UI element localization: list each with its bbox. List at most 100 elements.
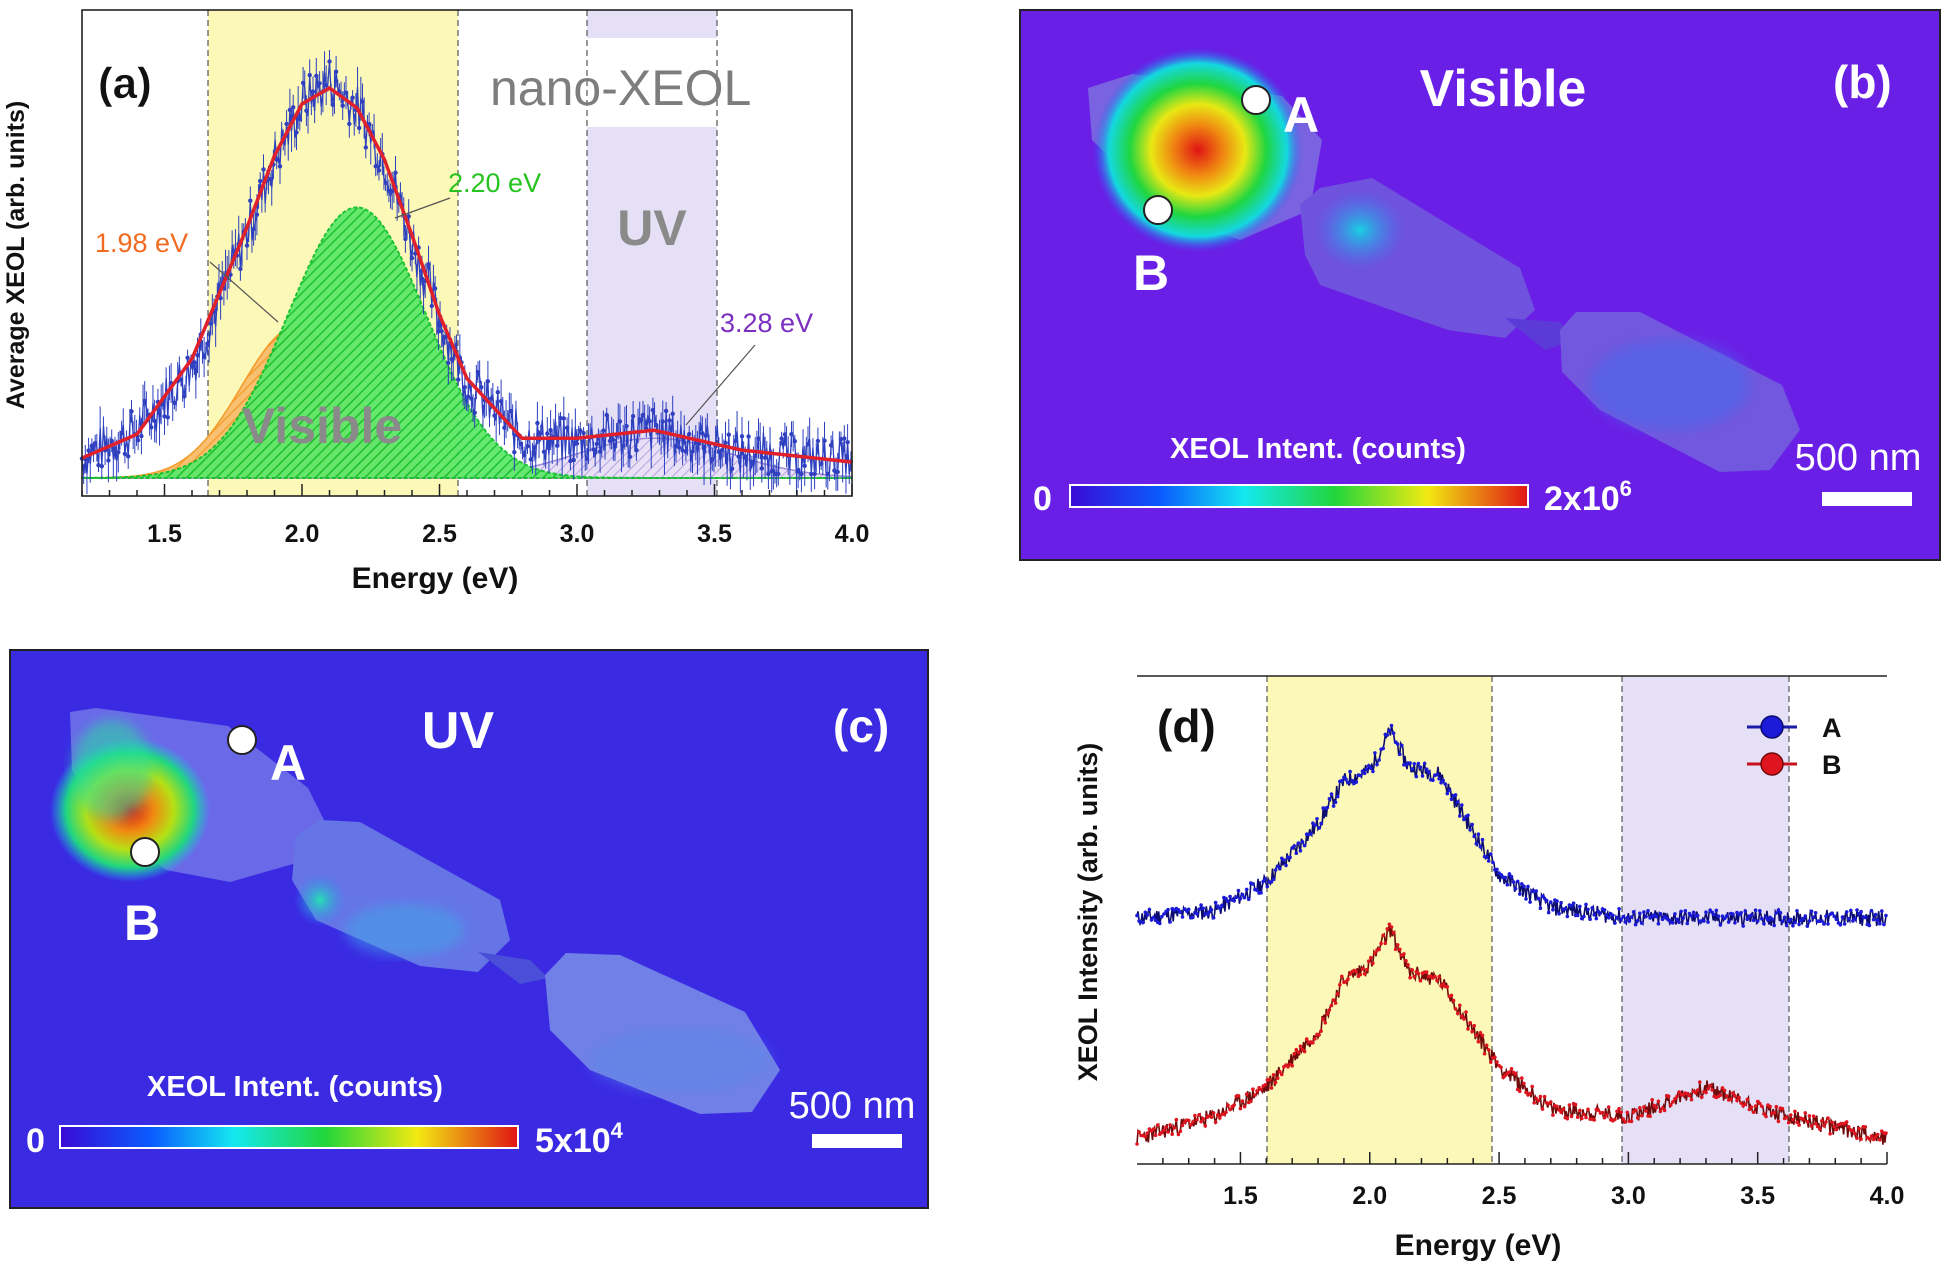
series-point [1549, 900, 1553, 904]
panel-c-scalebar [812, 1134, 902, 1148]
series-point [1801, 1117, 1805, 1121]
data-point [522, 452, 527, 458]
series-point [1331, 998, 1336, 1002]
data-point [512, 450, 517, 455]
series-point [1760, 1104, 1764, 1109]
series-point [1809, 909, 1814, 914]
series-point [1402, 952, 1406, 956]
series-point [1495, 1060, 1499, 1064]
series-point [1166, 907, 1170, 912]
series-point [1387, 922, 1392, 927]
panel-a-x-ticks: 1.5 2.0 2.5 3.0 3.5 4.0 [81, 484, 870, 548]
data-point [647, 419, 652, 424]
series-point [1433, 974, 1437, 979]
data-point [462, 385, 467, 390]
series-point [1476, 1039, 1481, 1044]
series-point [1515, 879, 1520, 884]
series-point [1621, 914, 1625, 919]
data-point [261, 167, 266, 172]
x-tick-label: 3.0 [560, 520, 595, 548]
series-point [1820, 1119, 1824, 1123]
series-point [1391, 930, 1396, 935]
series-point [1551, 1113, 1555, 1117]
series-point [1317, 1033, 1321, 1037]
series-point [1455, 1011, 1460, 1016]
series-point [1393, 947, 1398, 952]
series-point [1846, 1125, 1851, 1129]
series-point [1871, 917, 1876, 922]
series-point [1813, 911, 1818, 915]
series-point [1470, 822, 1474, 827]
data-point [436, 329, 441, 334]
series-point [1830, 911, 1834, 915]
series-point [1435, 978, 1439, 983]
data-point [630, 414, 636, 419]
panel-c-colorbar-title: XEOL Intent. (counts) [147, 1071, 443, 1103]
series-point [1379, 941, 1383, 946]
series-point [1284, 863, 1288, 868]
series-point [1840, 915, 1845, 919]
data-point [637, 417, 642, 422]
series-point [1232, 1103, 1236, 1107]
series-point [1530, 1084, 1534, 1089]
data-point [192, 360, 197, 365]
series-point [1234, 895, 1239, 899]
series-point [1625, 916, 1630, 920]
data-point [525, 444, 530, 449]
data-point [238, 266, 243, 272]
data-point [677, 445, 682, 450]
data-point [376, 168, 382, 173]
series-point [1261, 879, 1265, 884]
series-point [1726, 920, 1731, 924]
series-point [1203, 1124, 1208, 1128]
series-point [1209, 1115, 1214, 1119]
data-point [284, 121, 289, 127]
data-point [640, 412, 646, 418]
panel-b-point-a-label: A [1283, 87, 1319, 143]
data-point [762, 455, 768, 460]
x-tick-label: 4.0 [835, 520, 870, 548]
data-point [670, 411, 675, 416]
data-point [601, 428, 606, 433]
series-point [1302, 843, 1307, 848]
series-point [1269, 1086, 1274, 1090]
x-tick-label: 2.5 [1482, 1182, 1517, 1210]
series-point [1220, 903, 1224, 908]
series-point [1418, 765, 1423, 770]
series-point [1615, 1109, 1619, 1114]
series-point [1176, 1132, 1181, 1137]
series-point [1689, 1097, 1694, 1102]
data-point [429, 303, 434, 309]
series-point [1462, 817, 1466, 822]
panel-c-title: UV [422, 702, 495, 760]
series-point [1619, 917, 1623, 922]
series-point [1251, 1087, 1255, 1091]
series-point [1333, 1001, 1338, 1005]
series-point [1797, 1123, 1801, 1127]
series-point [1143, 1134, 1148, 1139]
series-point [1584, 1115, 1588, 1120]
series-point [1693, 1090, 1698, 1095]
series-point [1211, 915, 1216, 920]
series-point [1638, 911, 1642, 916]
series-point [1437, 975, 1441, 979]
series-point [1346, 977, 1350, 981]
series-point [1733, 921, 1737, 925]
series-point [1646, 909, 1650, 913]
series-point [1435, 772, 1439, 777]
data-point [99, 464, 105, 469]
series-point [1660, 1106, 1665, 1110]
series-point [1778, 911, 1783, 915]
data-point [149, 425, 154, 430]
series-point [1226, 899, 1230, 903]
series-point [1559, 900, 1563, 905]
series-point [1280, 1072, 1284, 1077]
data-point [772, 471, 778, 477]
series-point [1671, 1100, 1675, 1104]
data-point [172, 400, 177, 405]
data-point [538, 431, 543, 436]
series-point [1606, 916, 1611, 920]
series-point [1768, 1104, 1772, 1109]
series-point [1451, 998, 1456, 1003]
series-point [1675, 917, 1679, 922]
